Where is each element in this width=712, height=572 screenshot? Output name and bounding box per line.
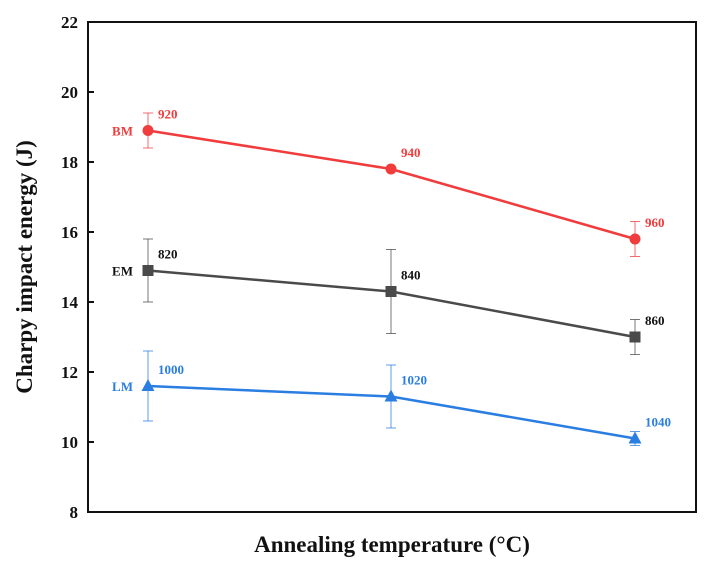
data-point [385,163,397,175]
y-axis-label: Charpy impact energy (J) [12,140,37,394]
y-tick-label: 8 [70,503,79,522]
data-point [629,233,641,245]
data-label: 860 [645,313,665,328]
data-label: 960 [645,215,665,230]
y-tick-label: 22 [61,13,78,32]
data-point [384,389,398,402]
series-name-label: LM [112,379,133,394]
series-name-label: EM [112,264,133,279]
series-em: 820 840 860 EM [112,238,665,355]
data-label: 1020 [401,373,427,388]
data-label: 1040 [645,415,671,430]
data-label: 1000 [158,362,184,377]
data-label: 940 [401,145,421,160]
series-line [147,129,636,241]
y-tick-label: 18 [61,153,78,172]
series-bm: 920 940 960 BM [112,107,665,257]
plot-frame [87,21,697,513]
data-label: 840 [401,268,421,283]
data-point [628,431,642,444]
y-tick-label: 12 [61,363,78,382]
x-axis-label: Annealing temperature (°C) [254,532,530,557]
y-tick-label: 10 [61,433,78,452]
y-tick-label: 16 [61,223,78,242]
data-point [142,125,154,136]
data-point [629,331,641,343]
data-label: 920 [158,107,178,122]
y-tick-label: 20 [61,83,78,102]
data-point [385,286,397,297]
data-label: 820 [158,247,178,262]
y-tick-label: 14 [61,293,79,312]
series-name-label: BM [112,124,133,139]
data-point [141,379,155,391]
series-lm: 1000 1020 1040 LM [112,350,671,446]
data-point [142,265,154,276]
